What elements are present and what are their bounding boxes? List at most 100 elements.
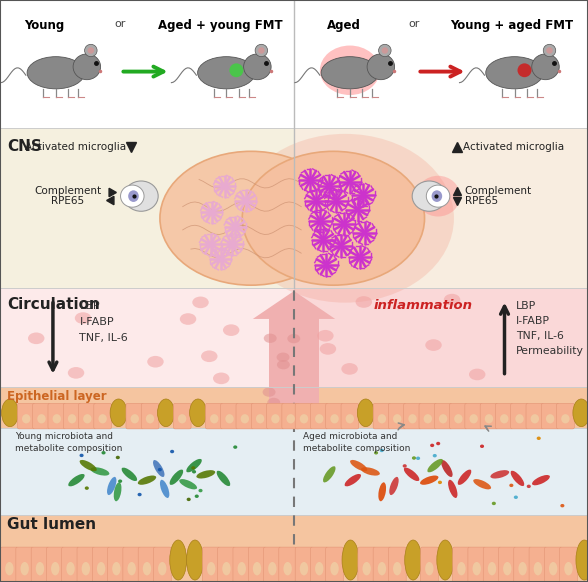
FancyBboxPatch shape [248,547,266,582]
FancyBboxPatch shape [450,403,467,429]
FancyBboxPatch shape [31,547,49,582]
Ellipse shape [83,414,92,424]
Ellipse shape [438,481,442,484]
Ellipse shape [223,324,239,336]
FancyBboxPatch shape [263,547,281,582]
Ellipse shape [128,190,139,202]
Ellipse shape [374,451,378,455]
Ellipse shape [377,414,386,424]
Ellipse shape [389,477,399,495]
Ellipse shape [492,502,496,505]
Ellipse shape [546,414,554,424]
Ellipse shape [361,467,380,475]
Ellipse shape [330,562,339,576]
Ellipse shape [198,56,255,89]
Ellipse shape [412,456,416,460]
Ellipse shape [300,562,308,576]
Ellipse shape [436,442,440,445]
Ellipse shape [448,480,457,498]
Ellipse shape [138,475,156,485]
Ellipse shape [170,450,174,453]
Ellipse shape [179,479,197,489]
Ellipse shape [79,460,97,471]
Ellipse shape [207,562,215,576]
Ellipse shape [68,367,84,379]
Ellipse shape [233,445,238,449]
Ellipse shape [213,372,229,384]
Ellipse shape [131,414,139,424]
Ellipse shape [186,540,203,580]
FancyBboxPatch shape [544,547,562,582]
Text: TNF, IL-6: TNF, IL-6 [79,333,128,343]
FancyBboxPatch shape [173,403,191,429]
Text: Circulation: Circulation [7,297,100,312]
Text: Gut lumen: Gut lumen [7,517,96,532]
Ellipse shape [271,414,280,424]
FancyBboxPatch shape [358,547,376,582]
Ellipse shape [73,54,101,80]
Ellipse shape [564,562,573,576]
FancyBboxPatch shape [94,403,112,429]
FancyBboxPatch shape [389,547,406,582]
Text: CNS: CNS [7,139,42,154]
Ellipse shape [457,470,472,485]
Text: Activated microglia: Activated microglia [463,141,564,152]
FancyBboxPatch shape [560,547,577,582]
Ellipse shape [121,185,144,207]
FancyBboxPatch shape [295,547,313,582]
FancyBboxPatch shape [46,547,64,582]
FancyBboxPatch shape [453,547,470,582]
Ellipse shape [158,399,174,427]
FancyBboxPatch shape [220,403,239,429]
Ellipse shape [444,294,460,306]
Ellipse shape [143,562,151,576]
Ellipse shape [216,471,230,486]
FancyBboxPatch shape [33,403,51,429]
FancyBboxPatch shape [496,403,513,429]
FancyArrow shape [253,291,335,425]
Ellipse shape [68,414,76,424]
Ellipse shape [102,451,106,455]
FancyBboxPatch shape [326,403,343,429]
Ellipse shape [514,495,518,499]
Ellipse shape [439,414,447,424]
Ellipse shape [288,334,300,343]
Ellipse shape [404,467,419,481]
Ellipse shape [52,414,61,424]
Ellipse shape [268,562,276,576]
Ellipse shape [68,474,85,487]
Ellipse shape [342,540,359,580]
Text: I-FABP: I-FABP [79,317,114,327]
Text: RPE65: RPE65 [465,196,497,206]
FancyBboxPatch shape [18,403,35,429]
Bar [0,387,588,428]
Ellipse shape [169,470,183,485]
Ellipse shape [160,151,342,285]
Text: Permeability: Permeability [516,346,584,356]
FancyBboxPatch shape [141,403,159,429]
Ellipse shape [98,414,107,424]
Text: RPE65: RPE65 [51,196,84,206]
Ellipse shape [255,44,268,56]
Ellipse shape [195,495,199,498]
Ellipse shape [28,332,45,344]
Ellipse shape [441,460,453,477]
Ellipse shape [22,414,31,424]
FancyBboxPatch shape [529,547,547,582]
Ellipse shape [527,485,531,488]
Ellipse shape [486,56,543,89]
Ellipse shape [236,134,454,303]
Ellipse shape [79,454,83,457]
Ellipse shape [423,414,432,424]
Ellipse shape [91,467,109,475]
Ellipse shape [515,414,524,424]
Ellipse shape [37,414,46,424]
FancyBboxPatch shape [1,547,18,582]
Ellipse shape [256,414,265,424]
FancyBboxPatch shape [341,403,359,429]
Ellipse shape [110,399,127,427]
Ellipse shape [416,456,420,460]
Ellipse shape [358,399,374,427]
Text: or: or [409,19,420,29]
Ellipse shape [469,414,478,424]
